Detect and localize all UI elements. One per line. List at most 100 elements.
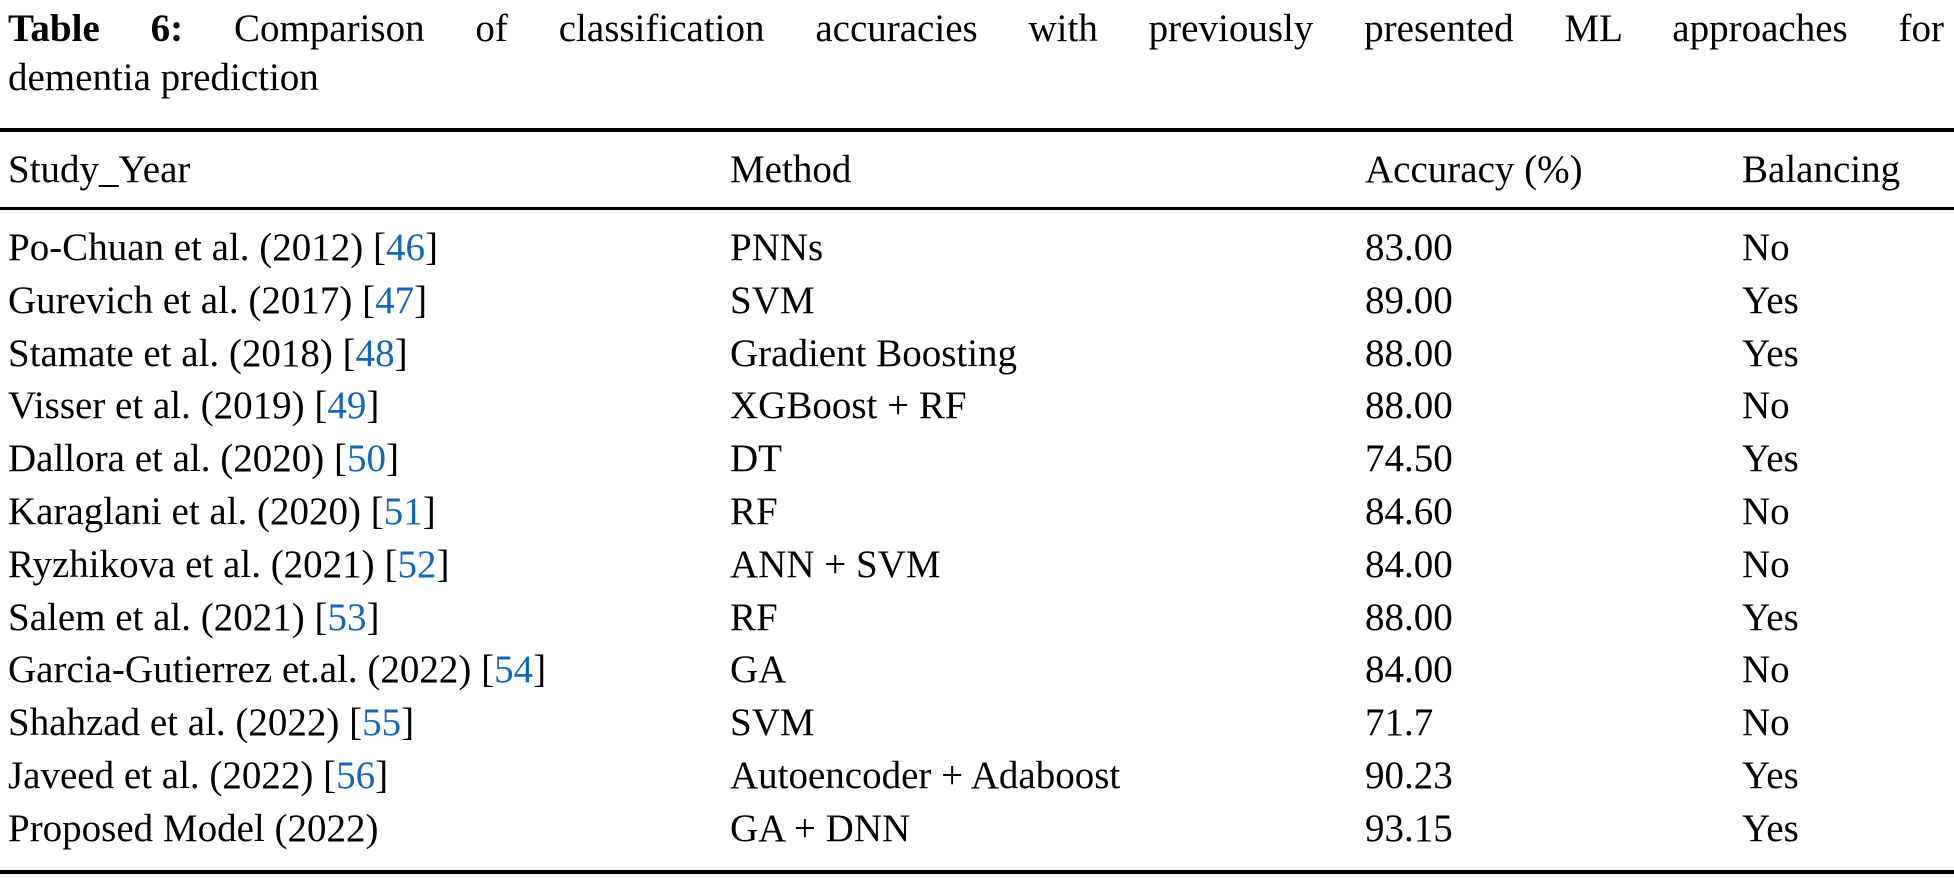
study-text: Shahzad et al. (2022) [8,701,340,745]
study-cell: Dallora et al. (2020) [50] [8,433,730,486]
study-text: Salem et al. (2021) [8,595,305,639]
balancing-cell: No [1742,701,1790,745]
citation-link[interactable]: 46 [386,226,426,269]
method-cell: Autoencoder + Adaboost [730,753,1121,797]
method-cell: RF [730,489,778,533]
citation-bracket-close: ] [425,226,439,269]
study-cell: Po-Chuan et al. (2012) [46] [8,222,730,275]
column-header-study-year: Study_Year [8,148,191,191]
balancing-cell: Yes [1742,331,1799,375]
method-cell: ANN + SVM [730,542,941,586]
balancing-cell: Yes [1742,278,1799,322]
study-cell: Proposed Model (2022) [8,803,730,856]
column-header-method: Method [730,148,852,191]
study-text: Javeed et al. (2022) [8,753,314,797]
table-body: Po-Chuan et al. (2012) [46] PNNs 83.00 No Gu… [0,210,1954,874]
citation-bracket-close: ] [394,331,408,375]
study-cell: Gurevich et al. (2017) [47] [8,275,730,328]
citation-bracket-open: [ [314,595,328,639]
method-cell: SVM [730,278,815,322]
caption-line-2: dementia prediction [8,56,319,99]
citation-link[interactable]: 53 [327,595,367,639]
table-row: Gurevich et al. (2017) [47] SVM 89.00 Yes [0,275,1954,328]
study-text: Po-Chuan et al. (2012) [8,226,364,269]
study-cell: Shahzad et al. (2022) [55] [8,697,730,750]
method-cell: PNNs [730,226,824,269]
study-text: Ryzhikova et al. (2021) [8,542,375,586]
table-header-row: Study_Year Method Accuracy (%) Balancing [0,128,1954,210]
table-row: Po-Chuan et al. (2012) [46] PNNs 83.00 No [0,222,1954,275]
accuracy-cell: 90.23 [1365,753,1453,797]
table-row: Dallora et al. (2020) [50] DT 74.50 Yes [0,433,1954,486]
accuracy-cell: 88.00 [1365,331,1453,375]
citation-bracket-open: [ [314,384,328,428]
column-header-balancing: Balancing [1742,148,1901,191]
citation-bracket-open: [ [349,701,363,745]
citation-bracket-close: ] [385,437,399,481]
balancing-cell: Yes [1742,753,1799,797]
citation-bracket-open: [ [323,753,337,797]
balancing-cell: No [1742,648,1790,692]
table-row: Salem et al. (2021) [53] RF 88.00 Yes [0,592,1954,645]
citation-link[interactable]: 50 [346,437,386,481]
table-row: Garcia-Gutierrez et.al. (2022) [54] GA 84.… [0,644,1954,697]
study-cell: Javeed et al. (2022) [56] [8,750,730,803]
citation-bracket-open: [ [384,542,398,586]
citation-link[interactable]: 55 [362,701,402,745]
citation-bracket-close: ] [436,542,450,586]
study-cell: Garcia-Gutierrez et.al. (2022) [54] [8,644,730,697]
method-cell: Gradient Boosting [730,331,1018,375]
column-header-accuracy: Accuracy (%) [1365,148,1583,191]
citation-bracket-close: ] [533,648,547,692]
accuracy-cell: 93.15 [1365,806,1453,850]
study-text: Stamate et al. (2018) [8,331,333,375]
method-cell: SVM [730,701,815,745]
caption-text: Comparison of classification accuracies … [233,7,1945,50]
study-text: Proposed Model (2022) [8,806,379,850]
table-row: Karaglani et al. (2020) [51] RF 84.60 No [0,486,1954,539]
accuracy-cell: 89.00 [1365,278,1453,322]
study-text: Karaglani et al. (2020) [8,489,362,533]
study-text: Dallora et al. (2020) [8,437,325,481]
citation-bracket-close: ] [366,384,380,428]
citation-bracket-open: [ [481,648,495,692]
balancing-cell: Yes [1742,437,1799,481]
accuracy-cell: 74.50 [1365,437,1453,481]
balancing-cell: No [1742,489,1790,533]
accuracy-cell: 84.00 [1365,542,1453,586]
citation-link[interactable]: 56 [336,753,376,797]
caption-line-1: Table 6: Comparison of classification ac… [8,4,1944,53]
method-cell: GA [730,648,787,692]
citation-bracket-close: ] [375,753,389,797]
citation-bracket-close: ] [401,701,415,745]
balancing-cell: Yes [1742,806,1799,850]
citation-bracket-close: ] [366,595,380,639]
table-caption: Table 6: Comparison of classification ac… [0,0,1954,102]
balancing-cell: No [1742,542,1790,586]
table-row: Shahzad et al. (2022) [55] SVM 71.7 No [0,697,1954,750]
citation-bracket-open: [ [342,331,356,375]
comparison-table: Study_Year Method Accuracy (%) Balancing… [0,128,1954,874]
citation-link[interactable]: 47 [375,278,415,322]
citation-link[interactable]: 49 [327,384,367,428]
table-row: Javeed et al. (2022) [56] Autoencoder + A… [0,750,1954,803]
balancing-cell: No [1742,226,1790,269]
citation-bracket-open: [ [362,278,376,322]
study-text: Visser et al. (2019) [8,384,305,428]
accuracy-cell: 88.00 [1365,384,1453,428]
table-row: Proposed Model (2022) GA + DNN 93.15 Yes [0,803,1954,856]
study-text: Gurevich et al. (2017) [8,278,353,322]
citation-bracket-open: [ [370,489,384,533]
citation-link[interactable]: 51 [383,489,423,533]
study-cell: Stamate et al. (2018) [48] [8,328,730,381]
balancing-cell: Yes [1742,595,1799,639]
citation-bracket-open: [ [373,226,387,269]
method-cell: RF [730,595,778,639]
citation-bracket-open: [ [333,437,347,481]
citation-link[interactable]: 48 [355,331,395,375]
citation-link[interactable]: 54 [494,648,534,692]
table-row: Stamate et al. (2018) [48] Gradient Boost… [0,328,1954,381]
citation-link[interactable]: 52 [397,542,437,586]
study-cell: Ryzhikova et al. (2021) [52] [8,539,730,592]
